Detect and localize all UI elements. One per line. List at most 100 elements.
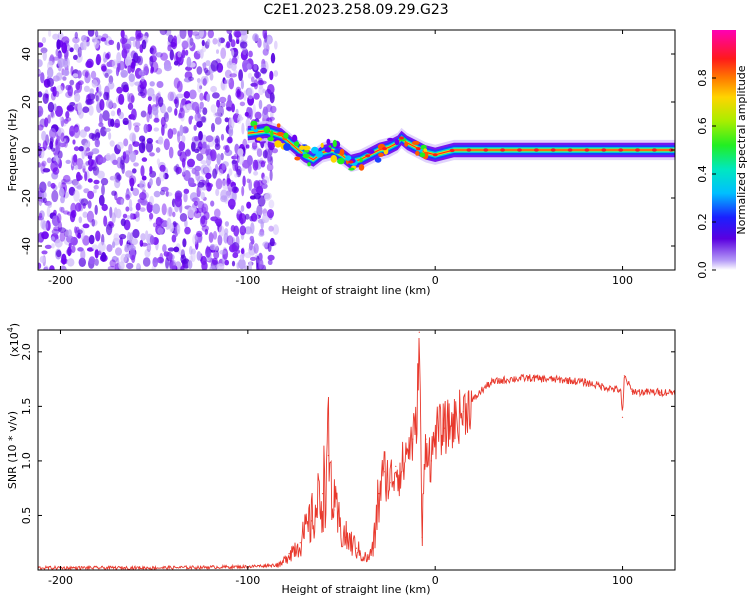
noise-speckle [72,139,76,145]
noise-speckle [62,76,67,81]
noise-speckle [167,128,174,139]
noise-speckle [118,111,124,119]
noise-speckle [38,262,42,269]
noise-speckle [132,228,140,239]
noise-speckle [213,250,220,260]
noise-speckle [49,127,57,139]
noise-speckle [252,104,256,116]
noise-speckle [61,42,68,54]
noise-speckle [123,43,131,50]
snr-point [359,553,361,555]
noise-speckle [105,223,113,236]
snr-point [565,379,567,381]
noise-speckle [252,33,259,42]
noise-speckle [149,195,155,206]
noise-speckle [169,223,174,233]
noise-speckle [38,42,44,48]
noise-speckle [216,49,219,54]
noise-speckle [139,78,147,90]
noise-speckle [158,96,164,108]
y-tick-label: 0 [20,147,33,154]
noise-speckle [53,226,60,232]
noise-speckle [147,103,152,115]
noise-speckle [60,132,65,142]
noise-speckle [82,163,87,169]
noise-speckle [202,141,207,149]
noise-speckle [227,189,231,199]
noise-speckle [82,106,90,113]
noise-speckle [86,147,91,152]
noise-speckle [214,208,221,218]
snr-y-scale-label: (x10 [8,332,21,357]
noise-speckle [250,256,257,261]
noise-speckle [172,211,176,218]
noise-speckle [260,67,267,74]
noise-speckle [78,146,85,152]
noise-speckle [95,230,101,242]
noise-speckle [205,172,212,180]
noise-speckle [155,147,161,153]
noise-speckle [235,108,239,115]
noise-speckle [252,159,259,171]
noise-speckle [224,187,233,196]
noise-speckle [244,252,252,259]
ridge-blob [253,125,257,130]
noise-speckle [83,39,87,51]
noise-speckle [78,80,84,86]
noise-speckle [120,218,126,227]
colorbar-tick-label: 0.8 [696,69,709,87]
ridge-blob [274,140,282,148]
noise-speckle [249,235,254,242]
noise-speckle [121,48,128,59]
snr-x-ticks: -200 -100 0 100 [48,330,633,587]
noise-speckle [193,124,197,131]
noise-speckle [126,215,130,220]
noise-speckle [186,56,192,68]
noise-speckle [184,149,191,157]
ridge-blob [337,157,345,165]
snr-frame [37,329,676,571]
noise-speckle [267,242,272,253]
noise-speckle [88,234,95,245]
ridge-peak [348,160,354,164]
noise-speckle [250,222,255,235]
noise-speckle [106,61,112,67]
noise-speckle [102,110,110,122]
colorbar-tick-label: 0.0 [696,261,709,279]
svg-text:(x104): (x104) [6,323,21,357]
noise-speckle [261,183,268,190]
noise-speckle [38,145,42,157]
noise-speckle [246,155,253,166]
ridge-blob [333,149,341,154]
noise-speckle [168,146,174,159]
noise-speckle [79,159,84,165]
noise-speckle [240,41,248,49]
noise-speckle [67,104,71,111]
noise-speckle [214,143,221,151]
noise-speckle [210,200,215,207]
noise-speckle [231,49,235,57]
noise-speckle [129,151,137,163]
noise-speckle [262,149,268,159]
noise-speckle [141,242,148,247]
x-tick-label: 100 [612,574,633,587]
noise-speckle [145,230,149,241]
snr-point [584,381,586,383]
noise-speckle [228,77,235,90]
noise-speckle [127,102,134,110]
noise-speckle [56,250,62,258]
noise-speckle [159,252,164,263]
noise-speckle [119,233,127,240]
noise-speckle [161,124,165,136]
noise-speckle [38,233,42,243]
noise-speckle [141,39,147,50]
ridge-blob [294,156,301,161]
ridge-blob [276,131,284,137]
ridge-blob [339,148,345,156]
noise-speckle [212,168,218,179]
noise-speckle [261,172,265,180]
noise-speckle [112,241,116,249]
ridge-peak [601,148,607,152]
noise-speckle [126,231,131,243]
noise-speckle [245,144,250,149]
